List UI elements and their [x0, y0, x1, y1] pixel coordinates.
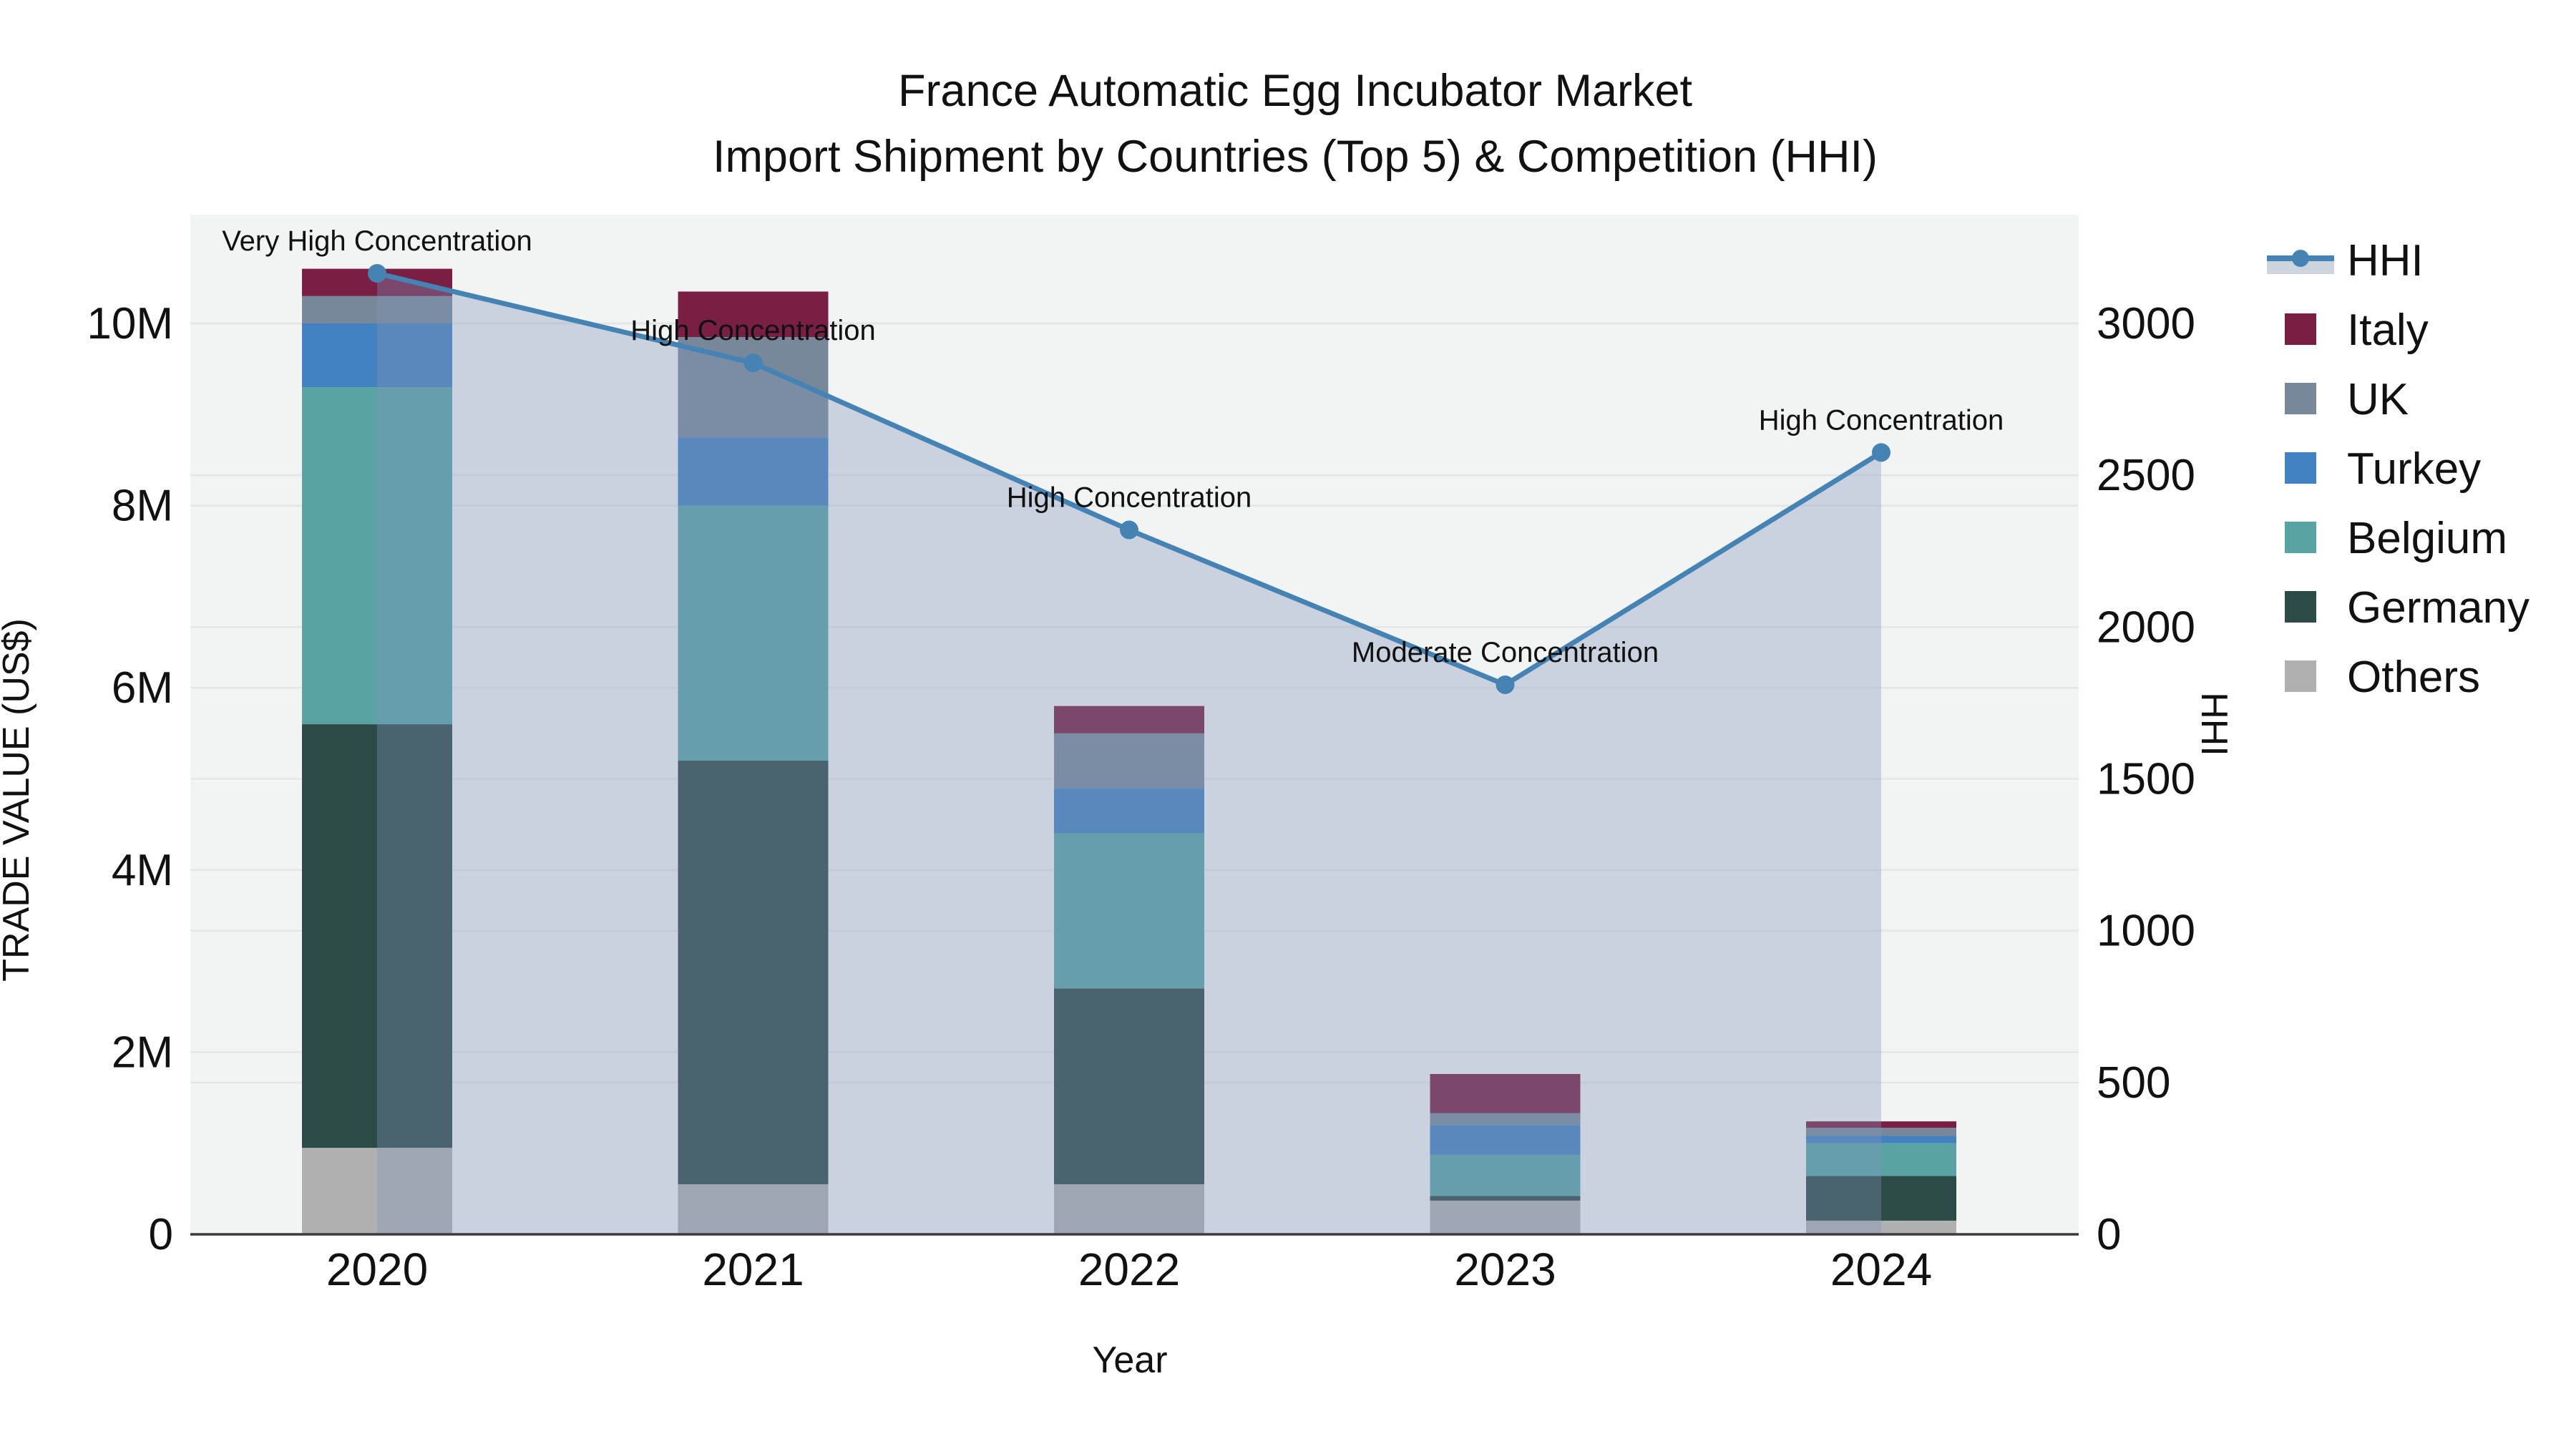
bar-segment-2024-others	[1806, 1220, 1956, 1234]
bar-segment-2022-germany	[1054, 988, 1204, 1184]
legend-label-germany: Germany	[2347, 583, 2529, 633]
bar-segment-2024-turkey	[1806, 1136, 1956, 1143]
y-left-tick-label-4M: 4M	[112, 846, 173, 895]
hhi-marker-2020	[368, 263, 386, 283]
bar-segment-2024-italy	[1806, 1121, 1956, 1128]
y-right-tick-label-2500: 2500	[2097, 451, 2195, 500]
bar-segment-2023-uk	[1430, 1113, 1581, 1126]
bar-segment-2022-others	[1054, 1184, 1204, 1234]
y-right-tick-label-1000: 1000	[2097, 907, 2195, 956]
bar-segment-2021-germany	[678, 761, 829, 1184]
bar-segment-2022-uk	[1054, 733, 1204, 789]
bar-segment-2021-turkey	[678, 437, 829, 506]
x-tick-label-2021: 2021	[702, 1244, 804, 1295]
bar-segment-2024-uk	[1806, 1128, 1956, 1136]
chart-subtitle: Import Shipment by Countries (Top 5) & C…	[713, 132, 1878, 182]
bar-segment-2023-others	[1430, 1200, 1581, 1234]
hhi-line-series	[368, 263, 1890, 694]
bar-segment-2022-turkey	[1054, 788, 1204, 834]
axes: 2020 2021 2022 2023 2024 0 2M 4M 6M 8M 10M 0 500 1000…	[87, 299, 2195, 1295]
hhi-marker-2023	[1496, 675, 1515, 694]
y-left-tick-label-6M: 6M	[112, 663, 173, 713]
bar-segment-2023-turkey	[1430, 1125, 1581, 1156]
legend-label-others: Others	[2347, 653, 2480, 702]
y-left-tick-label-2M: 2M	[112, 1028, 173, 1077]
legend-item-turkey[interactable]: Turkey	[2285, 444, 2481, 494]
bar-segment-2024-germany	[1806, 1176, 1956, 1221]
y-right-tick-label-2000: 2000	[2097, 602, 2195, 652]
legend-item-uk[interactable]: UK	[2285, 375, 2409, 424]
legend-swatch-uk	[2285, 383, 2316, 414]
annotations: Very High Concentration High Concentratio…	[222, 225, 2004, 668]
hhi-area	[377, 273, 1881, 1234]
y-right-tick-label-3000: 3000	[2097, 299, 2195, 348]
bar-segment-2022-italy	[1054, 706, 1204, 733]
legend: HHI Italy UK Turkey Belgium Germany Others	[2267, 236, 2529, 702]
bar-segment-2021-belgium	[678, 505, 829, 761]
legend-swatch-others	[2285, 660, 2316, 692]
hhi-area-fill	[377, 273, 1881, 1234]
legend-swatch-turkey	[2285, 452, 2316, 484]
y-left-axis-title: TRADE VALUE (US$)	[0, 618, 37, 982]
legend-swatch-germany	[2285, 591, 2316, 623]
bar-segment-2023-belgium	[1430, 1155, 1581, 1196]
legend-swatch-italy	[2285, 313, 2316, 345]
bar-segment-2020-turkey	[302, 323, 452, 388]
legend-label-hhi: HHI	[2347, 236, 2424, 286]
legend-label-turkey: Turkey	[2347, 444, 2481, 494]
bar-segment-2022-belgium	[1054, 833, 1204, 989]
legend-hhi-marker-sample	[2292, 250, 2309, 267]
hhi-annotation-2023: Moderate Concentration	[1352, 637, 1659, 668]
hhi-marker-2021	[743, 353, 763, 373]
legend-item-belgium[interactable]: Belgium	[2285, 514, 2507, 563]
bar-segment-2023-germany	[1430, 1196, 1581, 1201]
x-tick-label-2023: 2023	[1454, 1244, 1556, 1295]
bar-segment-2020-others	[302, 1148, 452, 1234]
legend-item-italy[interactable]: Italy	[2285, 306, 2429, 355]
x-tick-label-2022: 2022	[1078, 1244, 1180, 1295]
hhi-marker-2022	[1120, 520, 1138, 540]
y-right-tick-label-0: 0	[2097, 1210, 2121, 1259]
y-left-tick-label-0: 0	[149, 1210, 173, 1259]
hhi-annotation-2024: High Concentration	[1759, 404, 2004, 436]
y-left-tick-label-8M: 8M	[112, 482, 173, 531]
x-tick-label-2024: 2024	[1830, 1244, 1932, 1295]
bar-segment-2023-italy	[1430, 1073, 1581, 1113]
legend-swatch-belgium	[2285, 522, 2316, 553]
bar-segment-2024-belgium	[1806, 1143, 1956, 1176]
y-right-tick-label-1500: 1500	[2097, 755, 2195, 804]
legend-label-belgium: Belgium	[2347, 514, 2507, 563]
legend-label-italy: Italy	[2347, 306, 2429, 355]
bar-segment-2020-germany	[302, 724, 452, 1148]
legend-item-others[interactable]: Others	[2285, 653, 2480, 702]
legend-label-uk: UK	[2347, 375, 2409, 424]
legend-hhi-area-sample	[2267, 261, 2334, 274]
y-left-tick-label-10M: 10M	[87, 299, 173, 348]
x-axis-title: Year	[1092, 1340, 1167, 1381]
chart-title: France Automatic Egg Incubator Market	[898, 66, 1693, 116]
hhi-annotation-2020: Very High Concentration	[222, 225, 532, 257]
hhi-annotation-2022: High Concentration	[1007, 482, 1252, 514]
bar-segment-2021-italy	[678, 291, 829, 338]
bar-segment-2021-others	[678, 1184, 829, 1234]
x-tick-label-2020: 2020	[326, 1244, 428, 1295]
bar-segment-2020-uk	[302, 296, 452, 323]
legend-item-hhi[interactable]: HHI	[2267, 236, 2424, 286]
y-right-tick-label-500: 500	[2097, 1058, 2170, 1108]
bar-segment-2020-belgium	[302, 387, 452, 725]
hhi-marker-2024	[1872, 443, 1890, 462]
hhi-annotation-2021: High Concentration	[630, 315, 875, 346]
legend-item-germany[interactable]: Germany	[2285, 583, 2529, 633]
y-right-axis-title: HHI	[2193, 692, 2235, 756]
stacked-bars	[302, 268, 1956, 1234]
